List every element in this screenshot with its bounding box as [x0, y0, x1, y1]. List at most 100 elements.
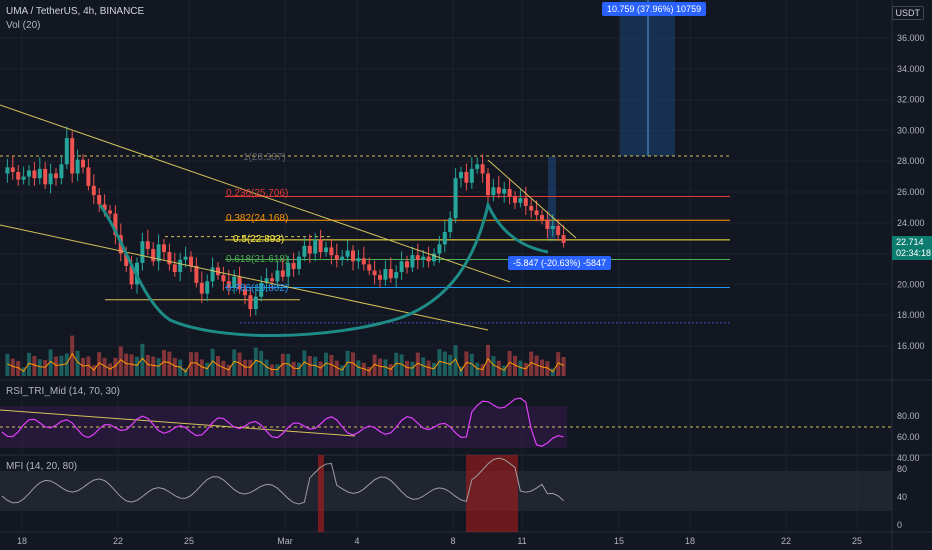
- candle-body: [545, 219, 550, 229]
- descending-trendline-lower: [0, 224, 489, 331]
- volume-bar: [556, 352, 561, 376]
- candle-body: [243, 289, 247, 296]
- long-position-badge[interactable]: 10.759 (37.96%) 10759: [602, 2, 707, 16]
- candle-body: [291, 262, 296, 269]
- volume-bar: [16, 361, 21, 376]
- volume-bar: [43, 360, 48, 376]
- volume-bar: [172, 358, 177, 376]
- candle-body: [561, 235, 566, 243]
- candle-body: [32, 170, 37, 179]
- volume-bar: [237, 352, 242, 376]
- candle-body: [378, 275, 382, 280]
- candle-body: [415, 255, 420, 260]
- candle-body: [388, 269, 393, 279]
- candle-body: [270, 278, 274, 282]
- price-axis-label: 36.000: [897, 33, 925, 43]
- candle-body: [286, 262, 291, 277]
- candle-body: [491, 187, 496, 196]
- short-position-badge[interactable]: -5.847 (-20.63%) -5847: [508, 256, 612, 270]
- candle-body: [216, 267, 220, 276]
- volume-bar: [108, 363, 112, 376]
- candle-body: [307, 245, 312, 254]
- candle-body: [27, 170, 31, 177]
- volume-bar: [410, 361, 415, 376]
- mfi-indicator-label[interactable]: MFI (14, 20, 80): [6, 461, 78, 472]
- volume-bar: [486, 344, 490, 376]
- volume-bar: [475, 362, 480, 376]
- volume-bar: [145, 355, 150, 376]
- candle-body: [248, 295, 253, 310]
- volume-bar: [361, 362, 366, 376]
- volume-bar: [75, 350, 80, 376]
- candle-body: [205, 281, 210, 294]
- candle-body: [372, 270, 377, 276]
- price-axis-label: 34.000: [897, 64, 925, 74]
- volume-bar: [280, 353, 285, 376]
- candle-body: [5, 167, 10, 174]
- volume-bar: [399, 354, 404, 376]
- candle-body: [54, 173, 58, 179]
- candle-body: [102, 204, 107, 211]
- volume-indicator-label[interactable]: Vol (20): [6, 20, 41, 31]
- candle-body: [486, 173, 490, 196]
- volume-bar: [5, 353, 10, 376]
- candle-body: [140, 241, 145, 263]
- volume-bar: [86, 356, 91, 376]
- volume-bar: [345, 350, 350, 376]
- candle-body: [16, 171, 21, 180]
- volume-bar: [291, 361, 296, 376]
- volume-bar: [469, 353, 474, 376]
- volume-bar: [480, 364, 485, 376]
- volume-bar: [297, 362, 301, 376]
- volume-bar: [210, 348, 215, 376]
- candle-body: [91, 185, 96, 196]
- candle-body: [475, 164, 480, 169]
- volume-bar: [32, 356, 37, 376]
- candle-body: [556, 225, 561, 236]
- candle-body: [351, 250, 355, 262]
- candle-body: [399, 261, 404, 273]
- rsi-axis-label: 80.00: [897, 411, 920, 421]
- candle-body: [329, 247, 334, 256]
- symbol-title[interactable]: UMA / TetherUS, 4h, BINANCE: [6, 6, 145, 17]
- descending-trendline-upper: [0, 104, 511, 283]
- price-axis-label: 26.000: [897, 187, 925, 197]
- volume-bar: [388, 364, 393, 376]
- volume-bar: [415, 352, 420, 376]
- rsi-indicator-label[interactable]: RSI_TRI_Mid (14, 70, 30): [6, 386, 120, 397]
- candle-body: [221, 275, 226, 282]
- volume-bar: [194, 352, 199, 376]
- candle-body: [232, 276, 237, 288]
- current-price: 22.714: [896, 237, 924, 247]
- candle-body: [21, 176, 26, 180]
- volume-bar: [356, 360, 361, 376]
- candle-body: [513, 196, 517, 203]
- candle-body: [459, 171, 463, 179]
- time-axis-label: 18: [17, 536, 27, 546]
- volume-bar: [37, 359, 42, 376]
- candle-body: [502, 188, 507, 194]
- fib-label-0382: 0.382(24.168): [226, 213, 289, 224]
- fib-label-0786: 0.786(19.802): [226, 283, 289, 294]
- price-axis-label: 16.000: [897, 341, 925, 351]
- time-axis-label: 22: [781, 536, 791, 546]
- candle-body: [275, 270, 280, 282]
- volume-bar: [81, 358, 85, 376]
- volume-bar: [102, 357, 107, 376]
- candle-body: [426, 256, 431, 262]
- volume-bar: [302, 350, 307, 376]
- candle-body: [529, 205, 534, 211]
- volume-bar: [48, 349, 53, 376]
- candle-body: [432, 253, 436, 262]
- volume-bar: [324, 352, 328, 376]
- currency-selector[interactable]: USDT: [891, 6, 924, 20]
- volume-bar: [426, 360, 431, 376]
- time-axis-label: 8: [450, 536, 455, 546]
- candle-body: [43, 168, 48, 185]
- volume-bar: [189, 352, 193, 376]
- candle-body: [480, 164, 485, 174]
- candle-body: [367, 264, 372, 271]
- candle-body: [345, 250, 350, 257]
- mfi-axis-label: 80: [897, 464, 907, 474]
